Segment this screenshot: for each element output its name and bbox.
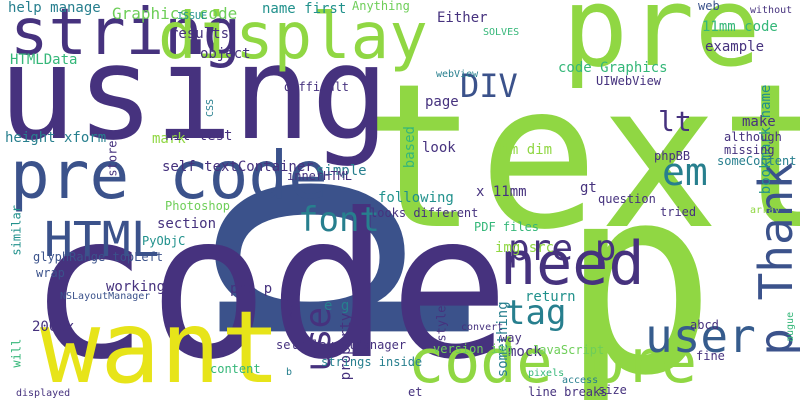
word-access: access: [562, 376, 598, 386]
word-style: style: [435, 306, 447, 342]
word-similar: similar: [10, 205, 22, 256]
word-want: want: [40, 298, 281, 398]
word-htmldata: HTMLData: [10, 53, 77, 67]
word-200px: 200px: [32, 320, 74, 334]
word-solves: SOLVES: [483, 28, 519, 38]
word-content: content: [210, 363, 261, 375]
word-pdf-files: PDF files: [474, 221, 539, 233]
word-b: b: [286, 368, 292, 378]
word-web: web: [698, 0, 720, 12]
word-return: return: [525, 290, 576, 304]
word-glyphrange-topleft: glyphRange topLeft: [33, 251, 163, 263]
word-working: working: [106, 280, 165, 294]
word-x-11mm: x 11mm: [476, 185, 527, 199]
word-uiwebview: UIWebView: [596, 75, 661, 87]
word-look: look: [422, 141, 456, 155]
word-name-first: name first: [262, 2, 346, 16]
word-anything: Anything: [352, 0, 410, 12]
word-wrap: wrap: [36, 267, 65, 279]
word-displayed: displayed: [16, 389, 70, 399]
word-self-textcontainer: self textContainer: [162, 160, 314, 174]
word-although: although: [724, 131, 782, 143]
word-following: following: [378, 191, 454, 205]
word-property: property: [339, 313, 353, 380]
word-difficult: difficult: [284, 81, 349, 93]
word-css: CSS: [206, 99, 216, 117]
word-img-src: img src: [495, 241, 554, 255]
word-looks-different: looks different: [370, 207, 478, 219]
word-fine: fine: [696, 350, 725, 362]
word-e-g: e g: [324, 299, 349, 313]
word-results: results: [170, 27, 229, 41]
word-augue: augue: [786, 312, 796, 342]
word-version-img: version img: [433, 343, 512, 355]
word-work: work: [283, 290, 295, 319]
word-example: example: [705, 40, 764, 54]
word-pixels: pixels: [528, 369, 564, 379]
word-somecontent: someContent: [717, 155, 796, 167]
word-question: question: [598, 193, 656, 205]
word-dim-dim: dim dim: [493, 143, 552, 157]
word-hit-test: hit test: [165, 129, 232, 143]
word-line-breaks: line breaks: [528, 386, 607, 398]
word-size: size: [598, 384, 627, 396]
word-without: without: [750, 6, 792, 16]
word-javascript: JavaScript: [532, 344, 604, 356]
word-gt: gt: [580, 181, 597, 195]
word-make: make: [742, 115, 776, 129]
word-section: section: [157, 217, 216, 231]
word-abcd: abcd: [690, 319, 719, 331]
word-array: array: [750, 206, 780, 216]
word-graphics-code: Graphics code: [112, 6, 237, 22]
word-font: font: [298, 203, 380, 237]
word-help-manage: help manage: [8, 1, 101, 15]
word-code-graphics: code Graphics: [558, 61, 668, 75]
word-either: Either: [437, 11, 488, 25]
word-phpbb: phpBB: [654, 150, 690, 162]
word-tried: tried: [660, 206, 696, 218]
word-height-xform: height xform: [5, 131, 106, 145]
word-will: will: [10, 339, 22, 368]
word-object: object: [200, 47, 251, 61]
word-photoshop: Photoshop: [165, 200, 230, 212]
word-et: et: [408, 386, 422, 398]
word-convert: convert: [461, 323, 503, 333]
word-11mm-code: 11mm code: [702, 20, 778, 34]
word-webview: webView: [436, 70, 478, 80]
word-page: page: [425, 95, 459, 109]
word-lt: lt: [658, 108, 692, 136]
word-issue: ISSUE: [177, 12, 207, 22]
word-strings-inside: strings inside: [321, 356, 422, 368]
word-based: based: [403, 126, 417, 168]
word-pyobjc: PyObjC: [142, 235, 185, 247]
word-png-p: png p: [230, 282, 272, 296]
word-store: store: [106, 141, 118, 177]
